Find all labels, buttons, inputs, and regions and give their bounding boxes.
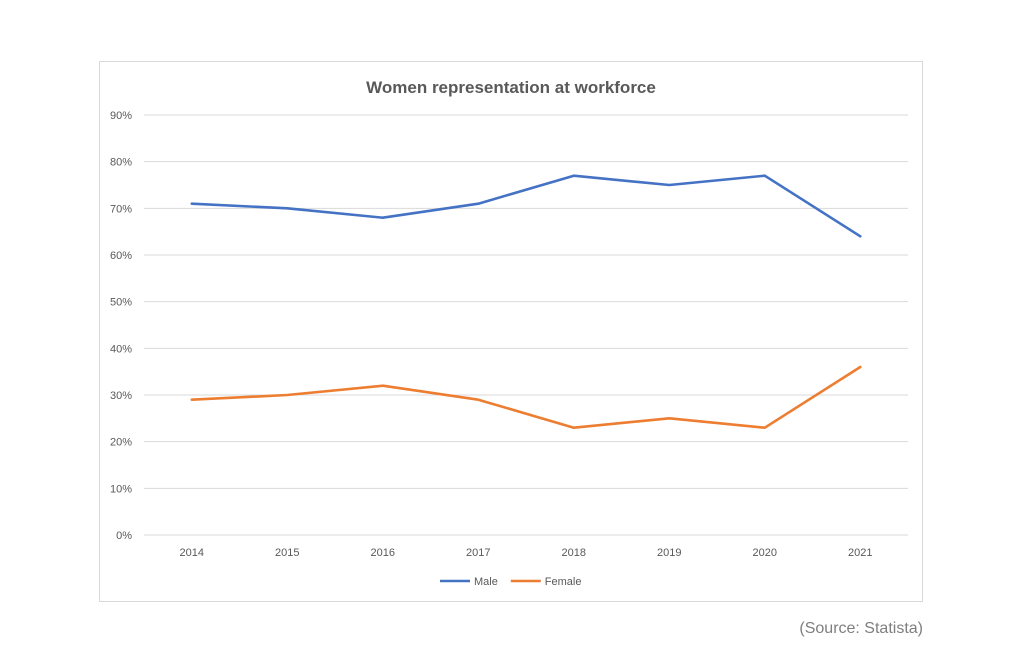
source-note: (Source: Statista)	[799, 620, 923, 637]
y-tick-label: 80%	[110, 157, 132, 169]
y-tick-label: 0%	[116, 530, 132, 542]
y-tick-label: 60%	[110, 250, 132, 262]
y-axis-ticks: 0% 10% 20% 30% 40% 50% 60% 70% 80% 90%	[110, 110, 132, 542]
series-line-male	[190, 174, 862, 238]
y-tick-label: 70%	[110, 203, 132, 215]
series-lines	[190, 174, 862, 430]
x-tick-label: 2018	[562, 547, 586, 559]
legend-label-female: Female	[545, 576, 582, 588]
chart-title: Women representation at workforce	[366, 78, 656, 97]
chart-container: Women representation at workforce 0% 10% 2…	[99, 61, 923, 602]
gridlines	[144, 114, 908, 536]
legend-label-male: Male	[474, 576, 498, 588]
line-chart: Women representation at workforce 0% 10% 2…	[110, 78, 908, 588]
y-tick-label: 30%	[110, 390, 132, 402]
x-tick-label: 2019	[657, 547, 681, 559]
x-tick-label: 2021	[848, 547, 872, 559]
y-tick-label: 40%	[110, 343, 132, 355]
legend: Male Female	[440, 576, 581, 588]
x-tick-label: 2015	[275, 547, 299, 559]
x-tick-label: 2014	[180, 547, 204, 559]
x-axis-ticks: 2014 2015 2016 2017 2018 2019 2020 2021	[180, 547, 873, 559]
y-tick-label: 90%	[110, 110, 132, 122]
y-tick-label: 20%	[110, 437, 132, 449]
x-tick-label: 2020	[753, 547, 777, 559]
y-tick-label: 10%	[110, 483, 132, 495]
x-tick-label: 2017	[466, 547, 490, 559]
y-tick-label: 50%	[110, 297, 132, 309]
series-line-female	[190, 365, 862, 430]
x-tick-label: 2016	[371, 547, 395, 559]
